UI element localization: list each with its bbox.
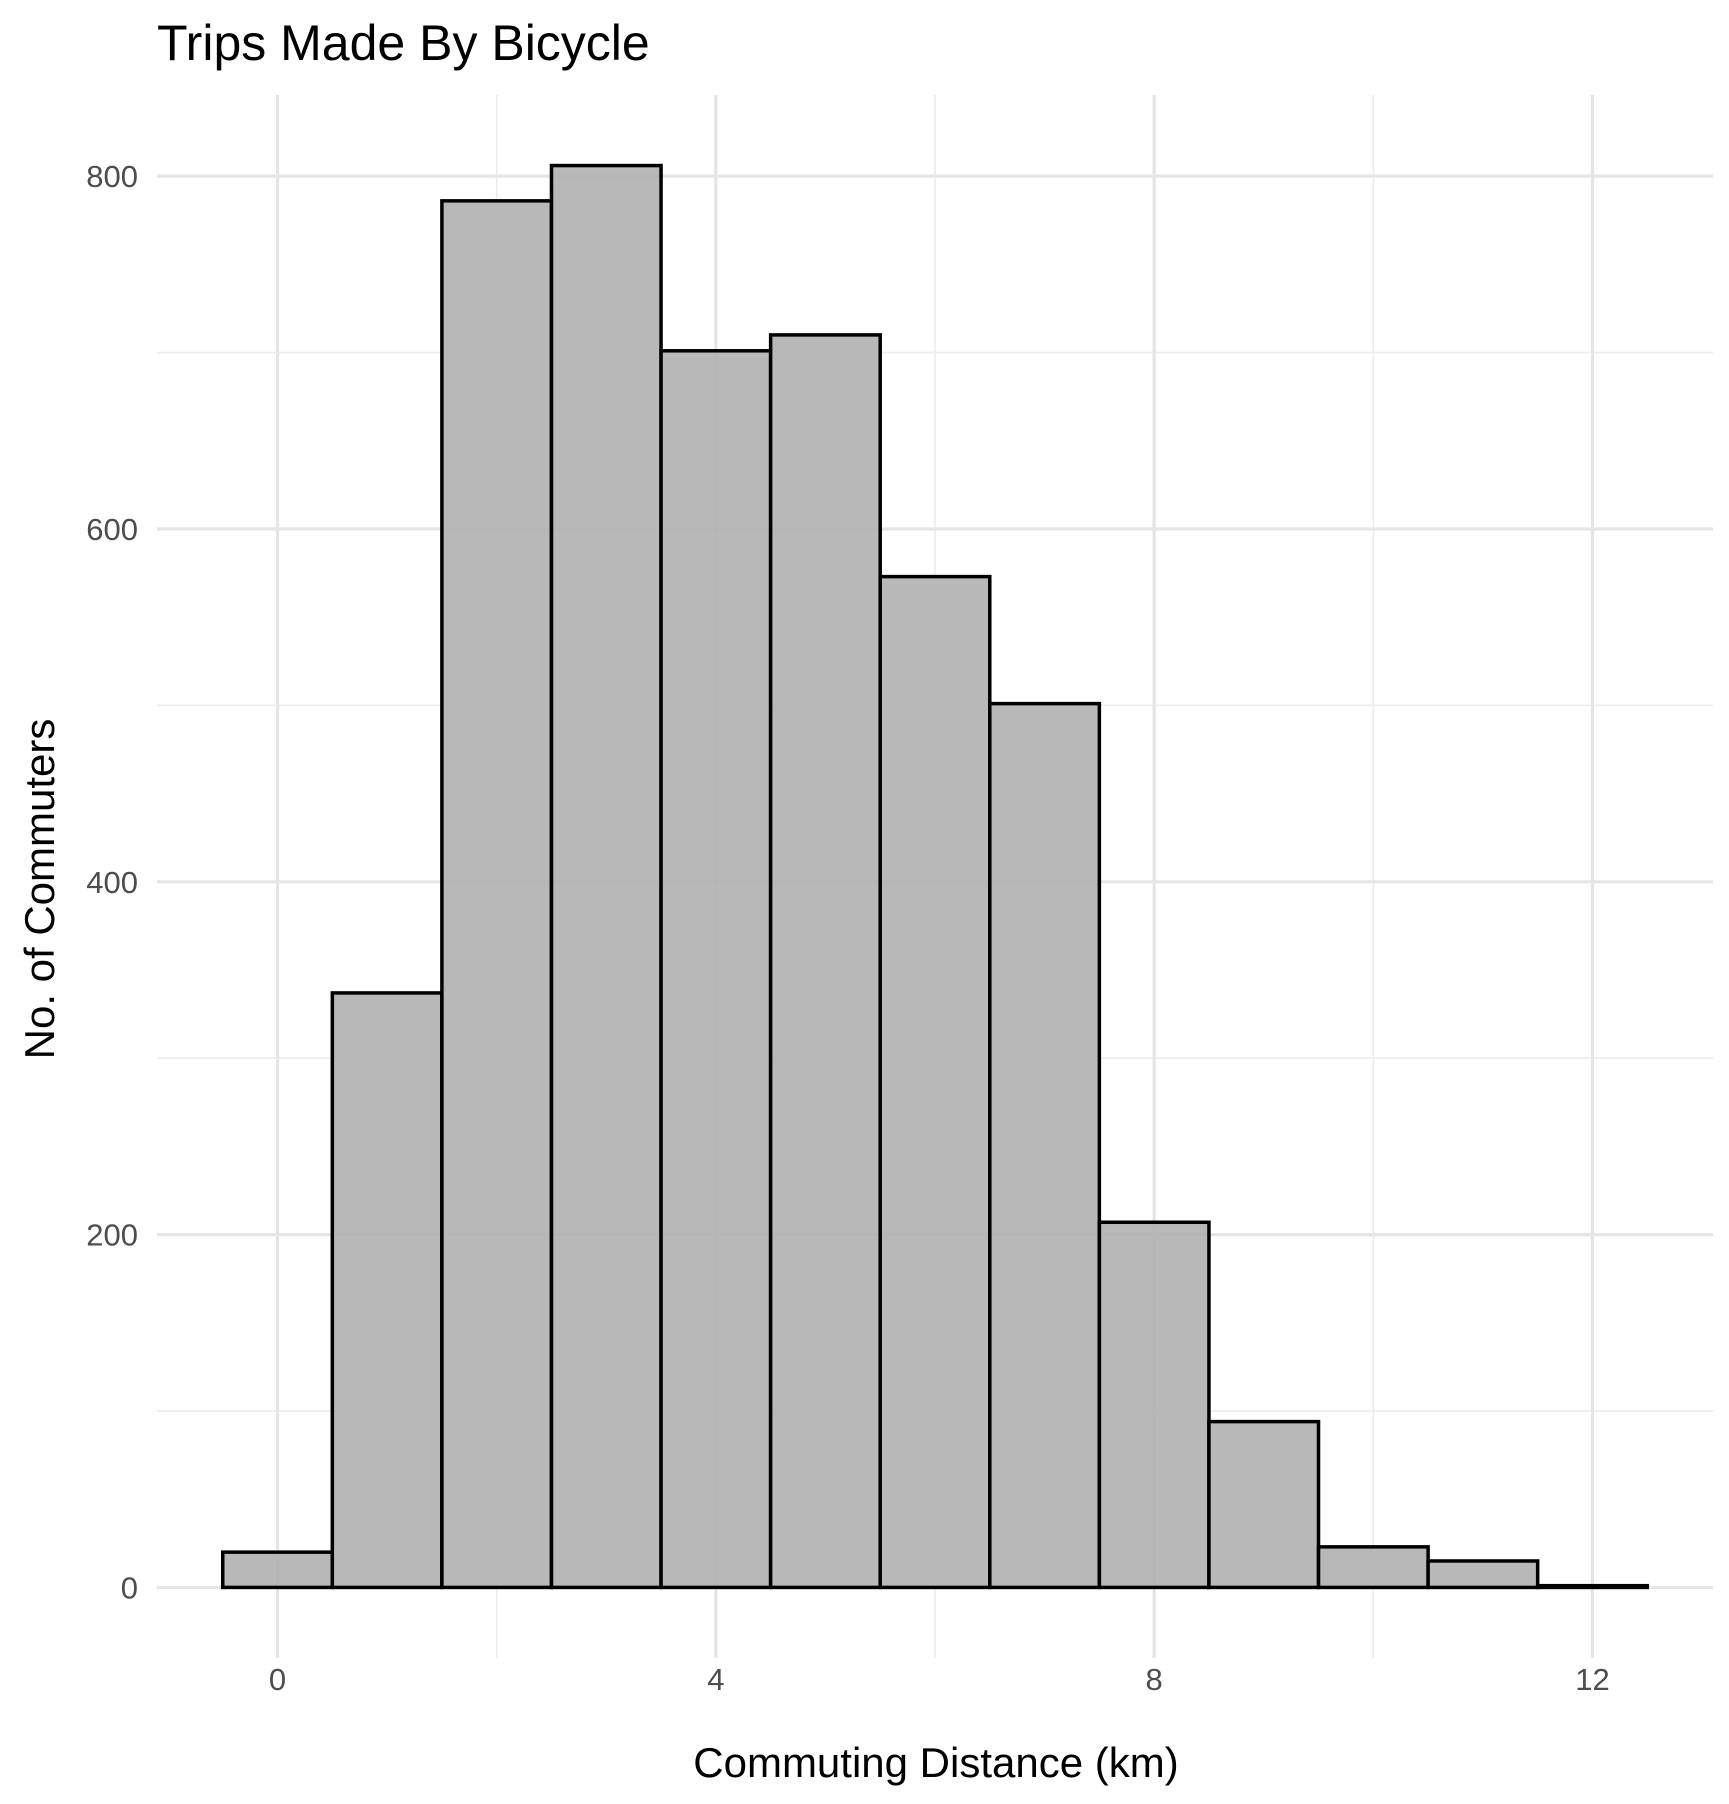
x-tick-label: 8 [1146,1662,1163,1697]
x-tick-label: 0 [269,1662,286,1697]
x-axis-ticks: 0 4 8 12 [269,1662,1610,1697]
histogram-bar [988,701,1102,1590]
histogram-bar [768,333,882,1590]
histogram-bar [1316,1545,1430,1590]
histogram-bar [1535,1583,1650,1590]
y-tick-label: 800 [86,159,138,194]
histogram-bar [1097,1220,1211,1590]
x-tick-label: 4 [707,1662,724,1697]
histogram-bar [878,574,992,1590]
y-tick-label: 400 [86,865,138,900]
histogram-bar [220,1550,335,1590]
y-tick-label: 0 [121,1570,138,1605]
histogram-bar [659,349,773,1590]
histogram-bar [549,163,663,1590]
histogram-bar [330,991,444,1590]
histogram-bar [1207,1419,1321,1590]
y-tick-label: 200 [86,1218,138,1253]
chart-title: Trips Made By Bicycle [157,15,650,71]
x-tick-label: 12 [1575,1662,1609,1697]
y-tick-label: 600 [86,512,138,547]
y-axis-ticks: 0 200 400 600 800 [86,159,138,1605]
x-axis-title: Commuting Distance (km) [693,1739,1178,1786]
histogram-bar [440,199,554,1590]
y-axis-title: No. of Commuters [16,719,63,1060]
histogram-bar [1426,1559,1540,1590]
histogram-bars [220,163,1650,1590]
